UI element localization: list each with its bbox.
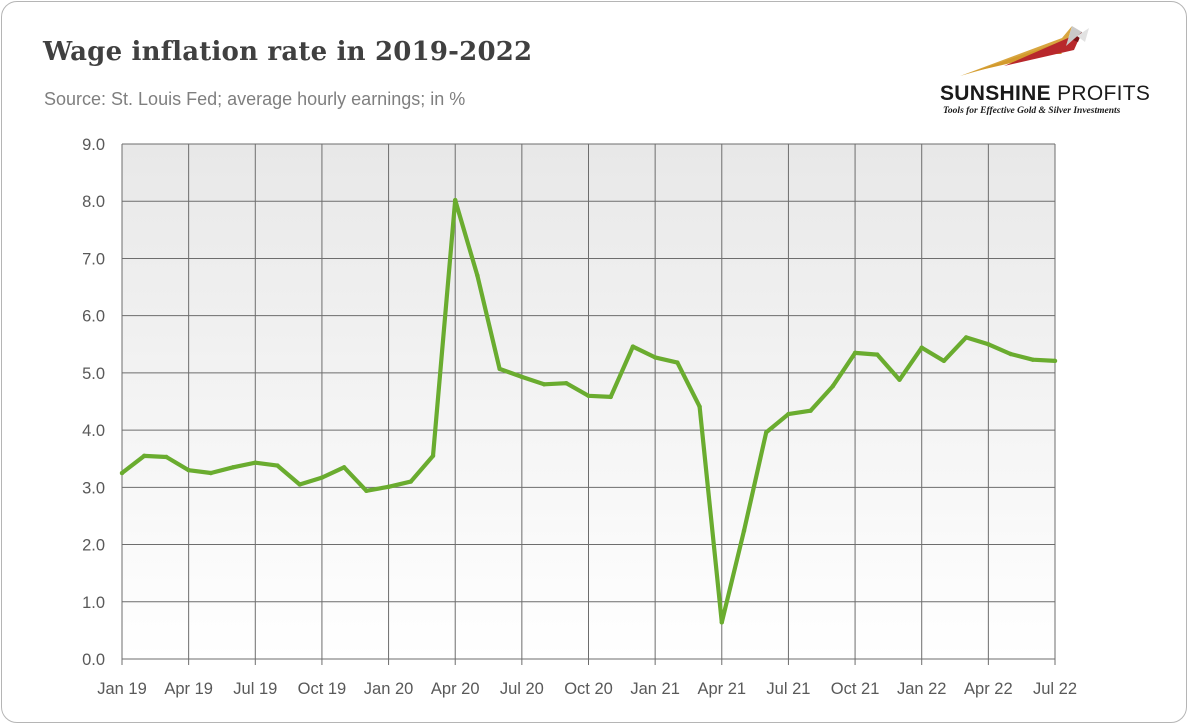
- data-point: [897, 377, 902, 382]
- x-tick-label: Jan 22: [897, 680, 947, 698]
- data-point: [608, 394, 613, 400]
- data-point: [808, 408, 813, 413]
- logo-name: SUNSHINE PROFITS: [940, 82, 1150, 106]
- y-tick-label: 0.0: [82, 651, 105, 669]
- y-tick-label: 3.0: [82, 479, 105, 497]
- data-point: [786, 411, 791, 417]
- data-point: [142, 453, 147, 459]
- x-tick-label: Jul 19: [233, 680, 277, 698]
- data-point: [430, 453, 436, 459]
- data-point: [741, 528, 747, 534]
- y-tick-label: 2.0: [82, 537, 105, 555]
- data-point: [164, 454, 169, 460]
- data-point: [253, 460, 258, 465]
- data-point: [497, 366, 502, 372]
- x-tick-label: Apr 22: [964, 680, 1013, 698]
- data-point: [719, 620, 724, 625]
- sunshine-profits-logo-emblem: [960, 26, 1089, 76]
- x-tick-label: Apr 21: [697, 680, 746, 698]
- x-tick-label: Oct 21: [831, 680, 880, 698]
- y-tick-label: 8.0: [82, 193, 105, 211]
- data-point: [764, 430, 769, 435]
- data-point: [675, 360, 680, 365]
- data-point: [519, 374, 525, 380]
- logo-tagline: Tools for Effective Gold & Silver Invest…: [943, 106, 1121, 116]
- gridlines: [121, 143, 1056, 665]
- data-point: [986, 342, 991, 347]
- data-point: [941, 358, 947, 364]
- chart-title: Wage inflation rate in 2019-2022: [43, 37, 533, 67]
- y-tick-label: 7.0: [82, 250, 105, 268]
- data-point: [208, 470, 214, 476]
- data-point: [119, 470, 125, 476]
- data-point: [475, 273, 480, 278]
- x-tick-label: Oct 20: [564, 680, 613, 698]
- data-point: [275, 463, 280, 468]
- data-point: [1008, 351, 1013, 357]
- data-point: [564, 380, 569, 386]
- y-axis-ticks: 0.0 1.0 2.0 3.0 4.0 5.0 6.0 7.0 8.0 9.0: [82, 136, 105, 669]
- y-tick-label: 4.0: [82, 422, 105, 440]
- sunshine-profits-logo: SUNSHINE PROFITS Tools for Effective Gol…: [932, 20, 1172, 120]
- data-point: [652, 355, 658, 360]
- x-tick-label: Jan 21: [630, 680, 680, 698]
- data-point: [875, 352, 880, 357]
- data-point: [297, 482, 302, 487]
- x-tick-label: Jul 20: [500, 680, 544, 698]
- chart-subtitle: Source: St. Louis Fed; average hourly ea…: [44, 89, 466, 109]
- y-tick-label: 6.0: [82, 308, 105, 326]
- data-point: [230, 465, 236, 470]
- data-point: [630, 344, 636, 349]
- data-point: [697, 404, 702, 409]
- data-point: [1052, 358, 1058, 364]
- x-tick-label: Jul 22: [1033, 680, 1077, 698]
- logo-name-regular: PROFITS: [1057, 82, 1151, 105]
- x-axis-ticks: Jan 19 Apr 19 Jul 19 Oct 19 Jan 20 Apr 20 Jul …: [97, 680, 1077, 698]
- data-point: [541, 382, 547, 387]
- data-point: [586, 393, 591, 398]
- data-point: [408, 479, 413, 484]
- x-tick-label: Jan 20: [364, 680, 414, 698]
- data-point: [830, 383, 836, 389]
- x-tick-label: Jan 19: [97, 680, 147, 698]
- data-point: [319, 475, 325, 480]
- data-point: [186, 467, 191, 473]
- data-point: [963, 335, 969, 340]
- x-tick-label: Apr 20: [431, 680, 480, 698]
- y-tick-label: 9.0: [82, 136, 105, 154]
- data-point: [386, 484, 391, 489]
- data-point: [364, 488, 369, 493]
- x-tick-label: Oct 19: [298, 680, 347, 698]
- data-point: [341, 465, 347, 470]
- logo-name-bold: SUNSHINE: [940, 82, 1051, 105]
- y-tick-label: 5.0: [82, 365, 105, 383]
- x-tick-label: Apr 19: [164, 680, 213, 698]
- data-point: [919, 345, 924, 350]
- data-point: [852, 350, 858, 356]
- series-layer: [119, 197, 1058, 625]
- y-tick-label: 1.0: [82, 594, 105, 612]
- data-point: [453, 197, 458, 203]
- data-point: [1030, 357, 1035, 362]
- x-tick-label: Jul 21: [766, 680, 810, 698]
